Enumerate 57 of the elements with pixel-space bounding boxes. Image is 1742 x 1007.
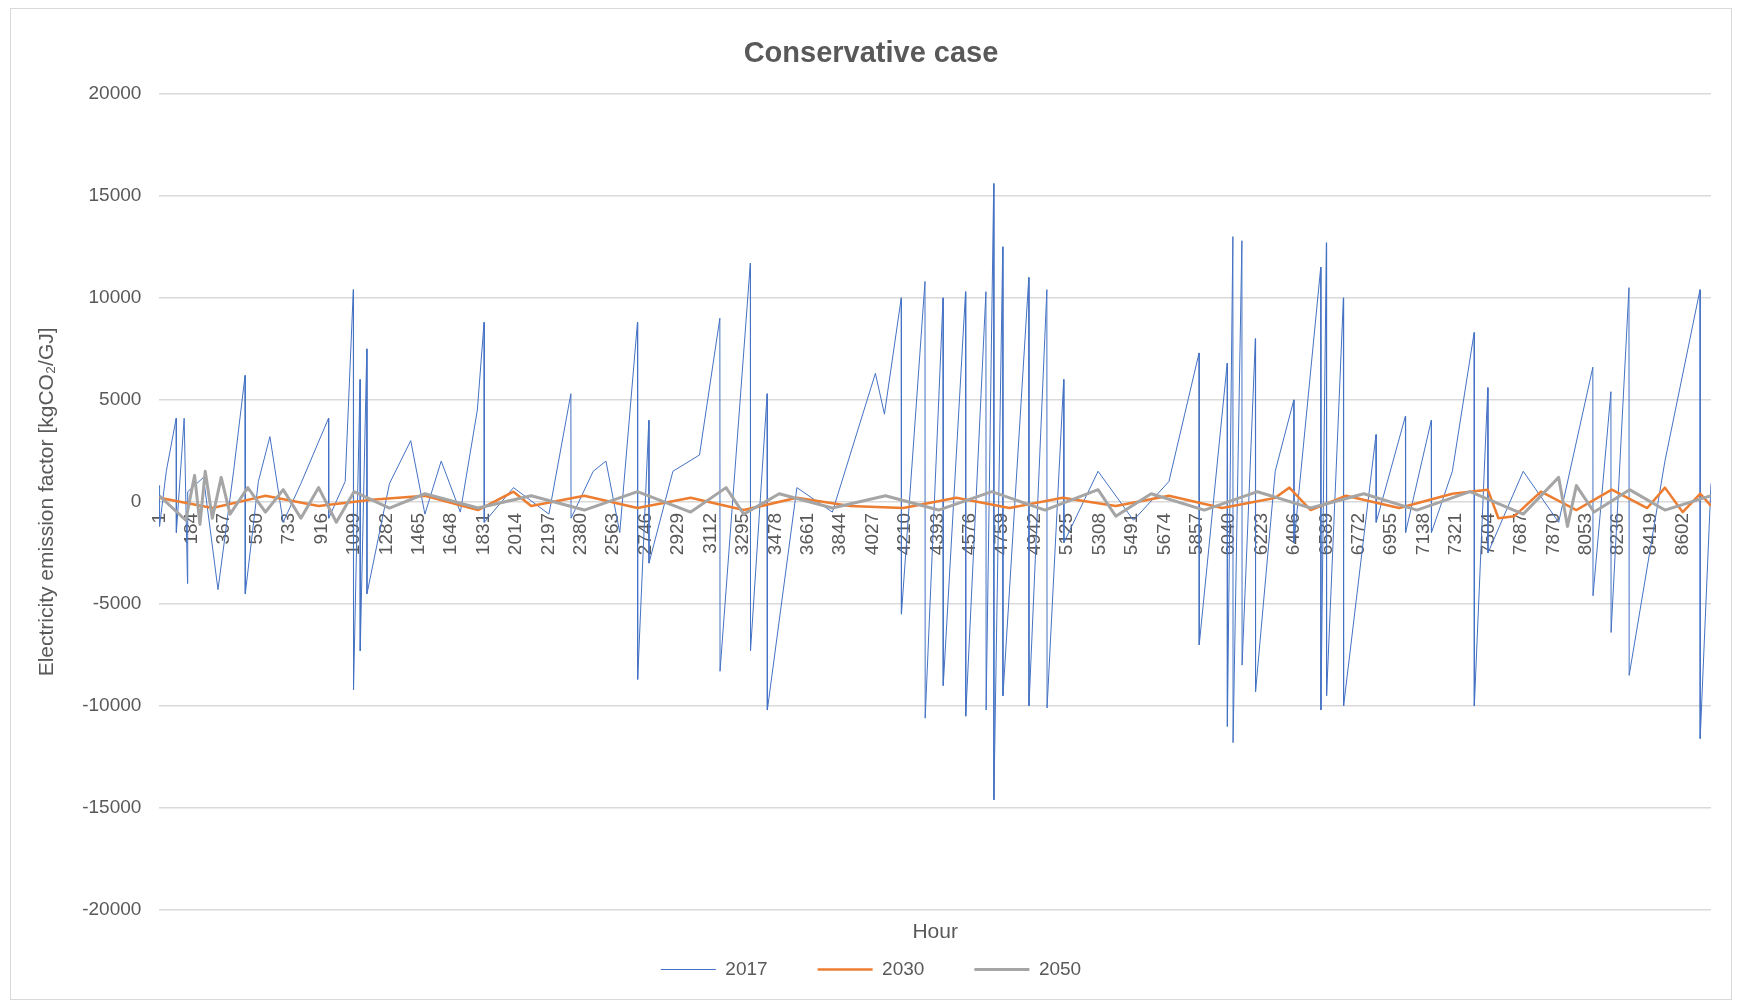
- y-tick-label: -10000: [82, 694, 142, 716]
- x-tick-label: 1: [147, 512, 169, 524]
- x-tick-label: 3112: [698, 512, 720, 554]
- x-tick-label: 7687: [1509, 512, 1531, 556]
- x-tick-label: 7870: [1541, 512, 1563, 556]
- x-tick-label: 4393: [925, 512, 947, 556]
- x-tick-label: 4027: [860, 512, 882, 556]
- x-tick-label: 3295: [731, 512, 753, 556]
- legend-label: 2050: [1038, 957, 1082, 979]
- x-tick-label: 2014: [504, 512, 526, 556]
- x-tick-label: 1465: [406, 512, 428, 556]
- x-tick-label: 4576: [958, 512, 980, 556]
- legend-label: 2017: [725, 957, 768, 979]
- x-tick-label: 2746: [633, 512, 655, 556]
- y-tick-label: -15000: [82, 796, 142, 818]
- x-tick-label: 8602: [1671, 512, 1693, 556]
- x-tick-label: 8419: [1638, 512, 1660, 556]
- x-tick-label: 7321: [1444, 512, 1466, 556]
- x-tick-label: 5491: [1120, 512, 1142, 556]
- x-tick-label: 2380: [569, 512, 591, 556]
- x-tick-label: 6955: [1379, 512, 1401, 556]
- x-tick-label: 916: [309, 512, 331, 545]
- x-tick-label: 2563: [601, 512, 623, 556]
- y-tick-label: 5000: [99, 388, 142, 410]
- x-tick-label: 5125: [1055, 512, 1077, 556]
- x-tick-label: 1648: [439, 512, 461, 556]
- x-tick-label: 550: [244, 512, 266, 545]
- y-tick-label: 0: [130, 490, 142, 512]
- x-tick-label: 5857: [1184, 512, 1206, 556]
- chart-title: Conservative case: [743, 36, 999, 69]
- x-tick-label: 6406: [1282, 512, 1304, 556]
- x-axis-title: Hour: [912, 919, 958, 943]
- x-tick-label: 367: [212, 512, 234, 545]
- y-tick-label: 10000: [88, 286, 142, 308]
- x-tick-label: 8053: [1573, 512, 1595, 556]
- x-tick-label: 3661: [795, 512, 817, 556]
- x-tick-label: 5674: [1152, 512, 1174, 556]
- y-tick-label: -20000: [82, 898, 142, 920]
- x-tick-label: 3844: [828, 512, 850, 556]
- x-tick-label: 8236: [1606, 512, 1628, 556]
- x-tick-label: 7504: [1476, 512, 1498, 556]
- legend-label: 2030: [882, 957, 925, 979]
- x-tick-label: 2197: [536, 512, 558, 556]
- x-tick-label: 1282: [374, 512, 396, 556]
- x-tick-label: 3478: [763, 512, 785, 556]
- x-tick-label: 733: [277, 512, 299, 545]
- x-tick-label: 5308: [1087, 512, 1109, 556]
- x-tick-label: 2929: [666, 512, 688, 556]
- y-axis-title: Electricity emission factor [kgCO₂/GJ]: [34, 327, 58, 677]
- x-tick-label: 4759: [990, 512, 1012, 556]
- y-tick-label: -5000: [92, 592, 142, 614]
- x-tick-label: 7138: [1411, 512, 1433, 556]
- y-tick-label: 20000: [88, 82, 142, 104]
- x-tick-label: 6772: [1347, 512, 1369, 556]
- x-tick-label: 1831: [471, 512, 493, 556]
- x-tick-label: 4942: [1022, 512, 1044, 556]
- y-tick-label: 15000: [88, 184, 142, 206]
